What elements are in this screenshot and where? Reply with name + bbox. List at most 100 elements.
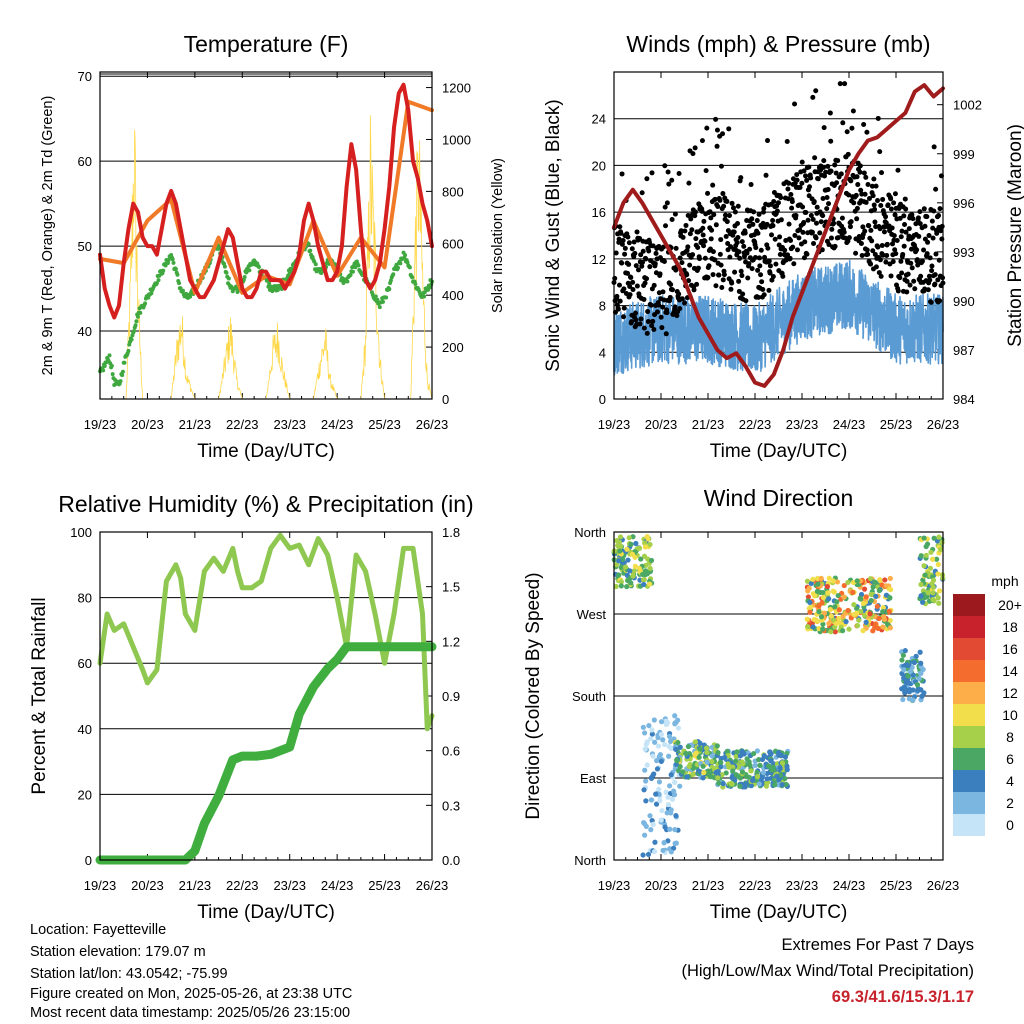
direction-point xyxy=(841,594,847,600)
gust-point xyxy=(718,262,724,268)
dewpoint-point xyxy=(110,372,115,377)
direction-point xyxy=(677,783,683,789)
gust-point xyxy=(760,209,766,215)
direction-point xyxy=(930,584,936,590)
gust-point xyxy=(853,250,859,256)
humidity-y2tick-label: 1.8 xyxy=(442,525,460,540)
direction-point xyxy=(660,737,666,743)
gust-point xyxy=(669,217,675,223)
temperature-y2tick-label: 800 xyxy=(442,184,464,199)
direction-point xyxy=(840,613,846,619)
gust-point xyxy=(639,263,645,269)
direction-point xyxy=(740,761,746,767)
direction-point xyxy=(733,758,739,764)
direction-point xyxy=(845,607,851,614)
direction-point xyxy=(650,821,656,827)
gust-point xyxy=(797,184,803,190)
direction-point xyxy=(810,624,816,630)
dewpoint-point xyxy=(377,305,382,310)
gust-point xyxy=(806,164,812,170)
gust-point xyxy=(899,270,905,276)
direction-point xyxy=(685,743,692,750)
gust-point xyxy=(686,278,692,284)
gust-point xyxy=(818,219,824,225)
dewpoint-point xyxy=(129,337,134,342)
gust-point xyxy=(829,226,835,232)
gust-point xyxy=(813,88,819,94)
pressure-series xyxy=(612,83,945,388)
gust-point xyxy=(644,176,650,182)
gust-point xyxy=(723,233,729,239)
gust-point xyxy=(877,257,883,263)
gust-point xyxy=(684,272,690,278)
direction-point xyxy=(900,696,906,703)
direction-point xyxy=(903,687,909,693)
direction-point xyxy=(616,539,622,545)
direction-point xyxy=(697,746,703,752)
direction-point xyxy=(719,772,725,778)
gust-point xyxy=(755,230,761,236)
gust-point xyxy=(645,309,651,315)
direction-point xyxy=(934,556,940,562)
dewpoint-point xyxy=(175,272,180,277)
gust-point xyxy=(679,260,685,266)
direction-point xyxy=(684,774,690,780)
direction-ytick-label: West xyxy=(577,607,607,622)
direction-xtick-label: 26/23 xyxy=(927,878,960,893)
direction-xtick-label: 22/23 xyxy=(739,878,772,893)
legend-label: 14 xyxy=(1002,663,1018,679)
dewpoint-point xyxy=(396,265,401,270)
gust-point xyxy=(872,251,878,257)
gust-point xyxy=(635,267,641,273)
gust-point xyxy=(877,149,883,155)
direction-point xyxy=(642,730,648,736)
dewpoint-point xyxy=(184,291,189,296)
direction-point xyxy=(877,578,883,584)
gust-point xyxy=(857,169,863,175)
direction-point xyxy=(820,594,826,601)
direction-point xyxy=(861,586,868,592)
gust-point xyxy=(869,238,875,244)
direction-point xyxy=(881,616,888,622)
direction-point xyxy=(916,675,922,682)
direction-point xyxy=(715,775,721,781)
direction-point xyxy=(828,613,834,619)
winds-y2tick-label: 996 xyxy=(953,196,975,211)
direction-point xyxy=(686,763,692,770)
gust-point xyxy=(894,237,900,243)
dewpoint-point xyxy=(131,328,136,333)
dewpoint-point xyxy=(102,364,107,369)
direction-point xyxy=(835,592,841,599)
gust-point xyxy=(835,235,841,241)
direction-point xyxy=(840,628,846,634)
gust-point xyxy=(649,170,655,176)
gust-point xyxy=(847,224,853,230)
gust-point xyxy=(838,171,844,177)
gust-point xyxy=(660,304,666,310)
gust-point xyxy=(871,202,877,208)
dewpoint-point xyxy=(122,360,127,365)
gust-point xyxy=(766,287,772,293)
gust-point xyxy=(909,265,915,271)
gust-point xyxy=(864,247,870,253)
gust-point xyxy=(801,220,807,226)
gust-point xyxy=(806,193,812,199)
gust-point xyxy=(644,330,650,336)
gust-point xyxy=(831,220,837,226)
winds-ytick-label: 20 xyxy=(592,158,606,173)
gust-point xyxy=(732,209,738,215)
gust-point xyxy=(922,223,928,229)
direction-point xyxy=(654,766,661,772)
gust-point xyxy=(812,155,818,161)
direction-point xyxy=(683,750,689,757)
winds-ytick-label: 24 xyxy=(592,112,606,127)
gust-point xyxy=(612,275,618,281)
direction-point xyxy=(833,620,840,627)
gust-point xyxy=(911,278,917,284)
gust-point xyxy=(714,143,720,149)
gust-point xyxy=(854,174,860,180)
direction-ytick-label: North xyxy=(574,525,606,540)
winds-y2tick-label: 987 xyxy=(953,343,975,358)
legend-swatch xyxy=(953,726,985,748)
